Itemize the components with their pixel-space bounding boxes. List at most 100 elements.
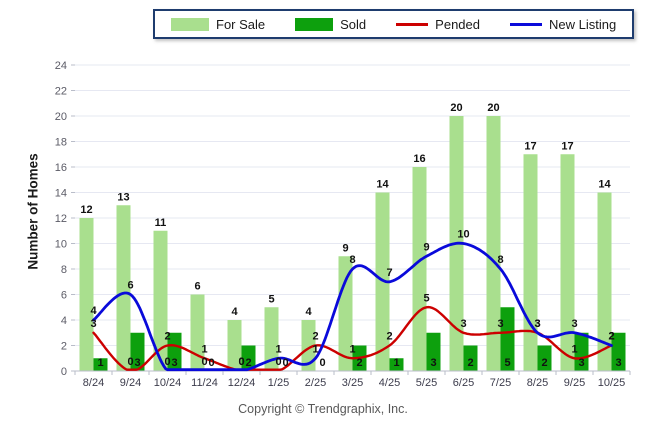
svg-text:0: 0 [238, 356, 244, 368]
svg-text:4: 4 [90, 305, 97, 317]
svg-text:14: 14 [598, 179, 611, 191]
svg-text:13: 13 [117, 191, 129, 203]
svg-text:1/25: 1/25 [268, 377, 289, 389]
svg-text:6: 6 [194, 281, 200, 293]
svg-text:12: 12 [80, 204, 92, 216]
svg-text:20: 20 [55, 111, 67, 123]
svg-text:0: 0 [275, 356, 281, 368]
svg-text:16: 16 [55, 162, 67, 174]
svg-text:8: 8 [61, 264, 67, 276]
svg-text:10/24: 10/24 [154, 377, 182, 389]
svg-text:16: 16 [413, 153, 425, 165]
svg-text:0: 0 [208, 357, 214, 369]
svg-text:2: 2 [467, 357, 473, 369]
svg-text:5: 5 [504, 357, 510, 369]
svg-text:3: 3 [90, 318, 96, 330]
svg-text:3: 3 [460, 318, 466, 330]
svg-text:0: 0 [201, 356, 207, 368]
legend-label-sold: Sold [340, 16, 367, 32]
svg-text:0: 0 [282, 357, 288, 369]
svg-text:8: 8 [497, 254, 503, 266]
pended-line-swatch-icon [396, 22, 429, 26]
svg-text:4: 4 [61, 315, 67, 327]
svg-text:2: 2 [245, 357, 251, 369]
svg-text:1: 1 [201, 343, 207, 355]
svg-text:3: 3 [430, 357, 436, 369]
svg-text:10: 10 [55, 239, 67, 251]
svg-text:8: 8 [349, 254, 355, 266]
svg-text:0: 0 [127, 356, 133, 368]
svg-text:1: 1 [275, 343, 281, 355]
legend-label-pended: Pended [435, 16, 480, 32]
svg-text:17: 17 [524, 140, 536, 152]
svg-text:24: 24 [55, 60, 67, 72]
legend-item-pended: Pended [396, 17, 480, 32]
sold-swatch-icon [295, 17, 334, 31]
svg-text:9/25: 9/25 [564, 377, 585, 389]
svg-text:1: 1 [393, 357, 399, 369]
svg-text:7/25: 7/25 [490, 377, 511, 389]
svg-text:22: 22 [55, 86, 67, 98]
svg-text:9/24: 9/24 [120, 377, 141, 389]
svg-text:17: 17 [561, 140, 573, 152]
svg-text:5/25: 5/25 [416, 377, 437, 389]
svg-text:2/25: 2/25 [305, 377, 326, 389]
svg-text:4: 4 [231, 306, 238, 318]
svg-text:14: 14 [55, 188, 67, 200]
svg-text:3: 3 [534, 318, 540, 330]
svg-text:9: 9 [423, 241, 429, 253]
svg-text:0: 0 [164, 356, 170, 368]
svg-text:0: 0 [238, 356, 244, 368]
svg-text:5: 5 [423, 292, 429, 304]
svg-text:4: 4 [305, 306, 312, 318]
legend: For Sale Sold Pended New Listing [153, 9, 635, 39]
svg-text:0: 0 [61, 366, 67, 378]
svg-text:3: 3 [171, 357, 177, 369]
svg-text:1: 1 [571, 343, 577, 355]
copyright-text: Copyright © Trendgraphix, Inc. [238, 402, 408, 416]
svg-text:8/24: 8/24 [83, 377, 104, 389]
svg-text:3: 3 [497, 318, 503, 330]
svg-text:1: 1 [312, 343, 318, 355]
legend-item-sold: Sold [295, 17, 366, 32]
svg-text:6/25: 6/25 [453, 377, 474, 389]
svg-text:2: 2 [608, 331, 614, 343]
svg-text:5: 5 [268, 293, 274, 305]
svg-text:12/24: 12/24 [228, 377, 256, 389]
for-sale-swatch-icon [171, 17, 209, 31]
svg-text:9: 9 [342, 242, 348, 254]
svg-text:1: 1 [97, 357, 103, 369]
svg-text:6: 6 [127, 280, 133, 292]
legend-label-for-sale: For Sale [216, 16, 266, 32]
svg-text:2: 2 [312, 331, 318, 343]
svg-text:20: 20 [450, 102, 462, 114]
svg-text:2: 2 [164, 331, 170, 343]
svg-text:2: 2 [386, 331, 392, 343]
svg-text:12: 12 [55, 213, 67, 225]
svg-text:10/25: 10/25 [598, 377, 626, 389]
legend-item-for-sale: For Sale [171, 17, 265, 32]
svg-text:3: 3 [615, 357, 621, 369]
svg-text:10: 10 [457, 229, 469, 241]
svg-text:6: 6 [61, 290, 67, 302]
legend-label-new-listing: New Listing [549, 16, 617, 32]
svg-text:2: 2 [356, 357, 362, 369]
svg-text:8/25: 8/25 [527, 377, 548, 389]
new-listing-line-swatch-icon [510, 22, 542, 26]
svg-text:3/25: 3/25 [342, 377, 363, 389]
svg-text:7: 7 [386, 267, 392, 279]
svg-text:18: 18 [55, 137, 67, 149]
svg-text:11/24: 11/24 [191, 377, 218, 389]
y-axis-title: Number of Homes [25, 153, 41, 270]
svg-text:3: 3 [578, 357, 584, 369]
svg-text:2: 2 [541, 357, 547, 369]
svg-text:14: 14 [376, 179, 389, 191]
svg-text:4/25: 4/25 [379, 377, 400, 389]
svg-text:20: 20 [487, 102, 499, 114]
svg-text:0: 0 [319, 357, 325, 369]
svg-text:2: 2 [61, 341, 67, 353]
svg-text:3: 3 [134, 357, 140, 369]
legend-item-new-listing: New Listing [510, 17, 616, 32]
